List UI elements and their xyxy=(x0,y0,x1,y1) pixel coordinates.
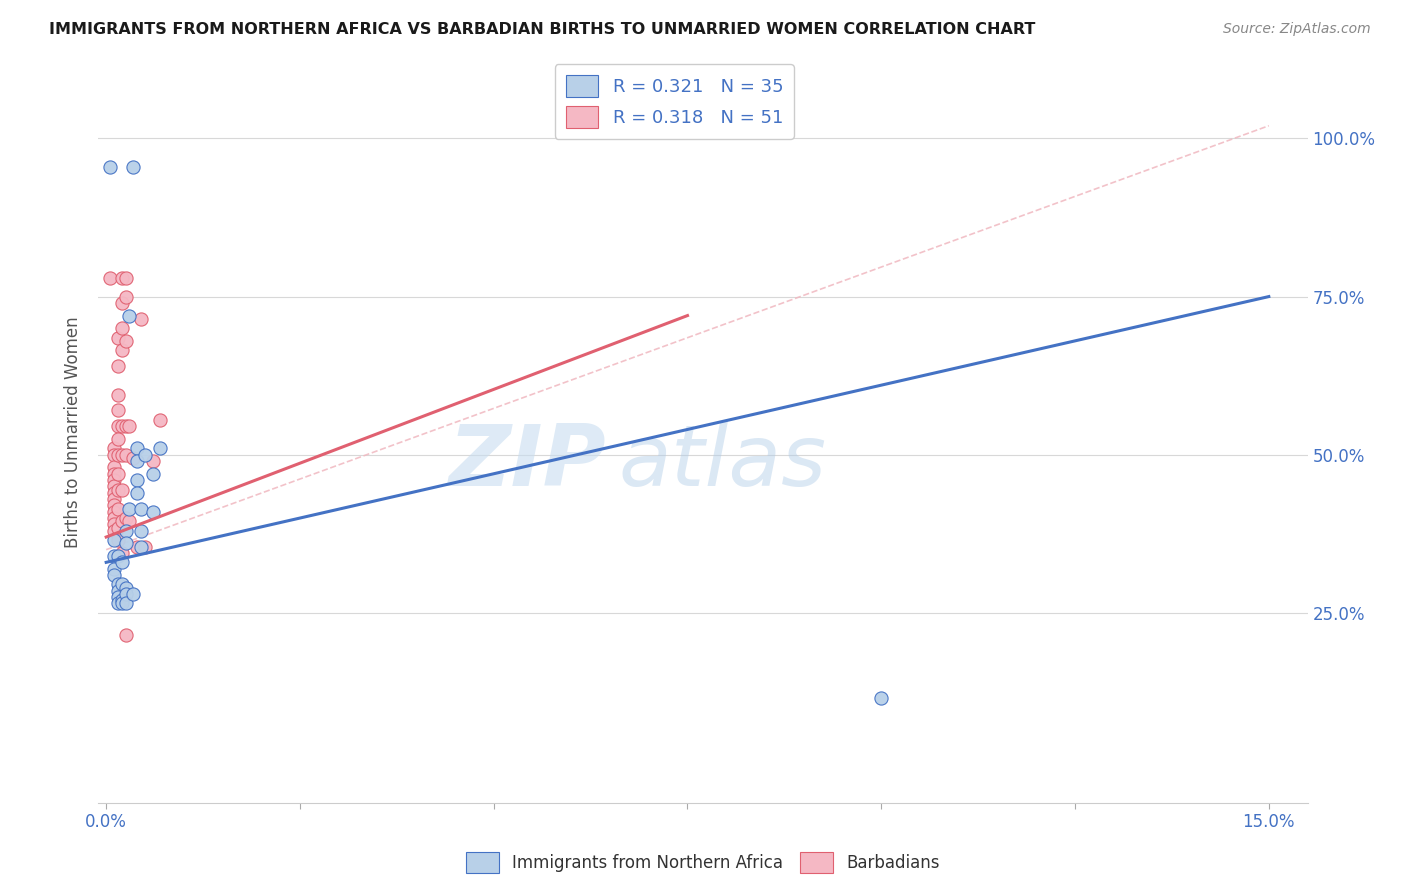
Point xyxy=(111,514,134,528)
Point xyxy=(149,442,172,456)
Point xyxy=(107,432,129,446)
Point xyxy=(127,442,149,456)
Point xyxy=(107,359,129,374)
Point xyxy=(114,597,136,611)
Point xyxy=(114,289,136,303)
Point xyxy=(107,448,129,462)
Point xyxy=(122,587,145,601)
Point xyxy=(111,483,134,497)
Point xyxy=(127,473,149,487)
Point xyxy=(111,343,134,358)
Point xyxy=(114,511,136,525)
Point xyxy=(111,555,134,569)
Point xyxy=(103,511,125,525)
Point xyxy=(129,524,152,538)
Point xyxy=(107,520,129,534)
Point xyxy=(118,501,141,516)
Point xyxy=(114,270,136,285)
Point xyxy=(107,549,129,563)
Point xyxy=(127,485,149,500)
Point xyxy=(114,419,136,434)
Point xyxy=(134,540,156,554)
Point xyxy=(111,448,134,462)
Point xyxy=(114,536,136,550)
Point xyxy=(111,270,134,285)
Point xyxy=(103,448,125,462)
Point xyxy=(114,628,136,642)
Point xyxy=(103,549,125,563)
Text: IMMIGRANTS FROM NORTHERN AFRICA VS BARBADIAN BIRTHS TO UNMARRIED WOMEN CORRELATI: IMMIGRANTS FROM NORTHERN AFRICA VS BARBA… xyxy=(49,22,1036,37)
Point xyxy=(107,590,129,604)
Point xyxy=(111,577,134,591)
Point xyxy=(103,499,125,513)
Point xyxy=(129,540,152,554)
Point xyxy=(111,296,134,310)
Legend: Immigrants from Northern Africa, Barbadians: Immigrants from Northern Africa, Barbadi… xyxy=(460,846,946,880)
Point xyxy=(103,479,125,493)
Point xyxy=(103,473,125,487)
Point xyxy=(107,583,129,598)
Point xyxy=(103,505,125,519)
Text: Source: ZipAtlas.com: Source: ZipAtlas.com xyxy=(1223,22,1371,37)
Point xyxy=(107,467,129,481)
Text: atlas: atlas xyxy=(619,421,827,504)
Point xyxy=(111,546,134,560)
Y-axis label: Births to Unmarried Women: Births to Unmarried Women xyxy=(65,317,83,549)
Point xyxy=(111,321,134,335)
Point xyxy=(129,311,152,326)
Point xyxy=(142,454,165,468)
Point xyxy=(107,403,129,417)
Legend: R = 0.321   N = 35, R = 0.318   N = 51: R = 0.321 N = 35, R = 0.318 N = 51 xyxy=(555,64,794,139)
Point xyxy=(103,517,125,532)
Point xyxy=(870,691,893,706)
Point xyxy=(111,419,134,434)
Point xyxy=(103,460,125,475)
Point xyxy=(107,597,129,611)
Point xyxy=(103,467,125,481)
Point xyxy=(114,448,136,462)
Point xyxy=(127,454,149,468)
Point xyxy=(129,501,152,516)
Point xyxy=(107,577,129,591)
Point xyxy=(107,387,129,401)
Point xyxy=(103,562,125,576)
Point xyxy=(107,483,129,497)
Point xyxy=(103,442,125,456)
Point xyxy=(111,593,134,607)
Point xyxy=(114,587,136,601)
Point xyxy=(118,514,141,528)
Point xyxy=(111,597,134,611)
Point xyxy=(107,501,129,516)
Point xyxy=(114,524,136,538)
Point xyxy=(107,419,129,434)
Point xyxy=(114,581,136,595)
Point xyxy=(103,568,125,582)
Point xyxy=(103,485,125,500)
Point xyxy=(103,524,125,538)
Point xyxy=(118,419,141,434)
Point xyxy=(122,160,145,174)
Text: ZIP: ZIP xyxy=(449,421,606,504)
Point xyxy=(142,467,165,481)
Point xyxy=(107,331,129,345)
Point xyxy=(107,533,129,548)
Point xyxy=(122,450,145,465)
Point xyxy=(142,505,165,519)
Point xyxy=(98,270,121,285)
Point xyxy=(114,334,136,348)
Point xyxy=(98,160,121,174)
Point xyxy=(118,309,141,323)
Point xyxy=(103,533,125,548)
Point xyxy=(127,540,149,554)
Point xyxy=(149,413,172,427)
Point xyxy=(134,448,156,462)
Point xyxy=(103,491,125,506)
